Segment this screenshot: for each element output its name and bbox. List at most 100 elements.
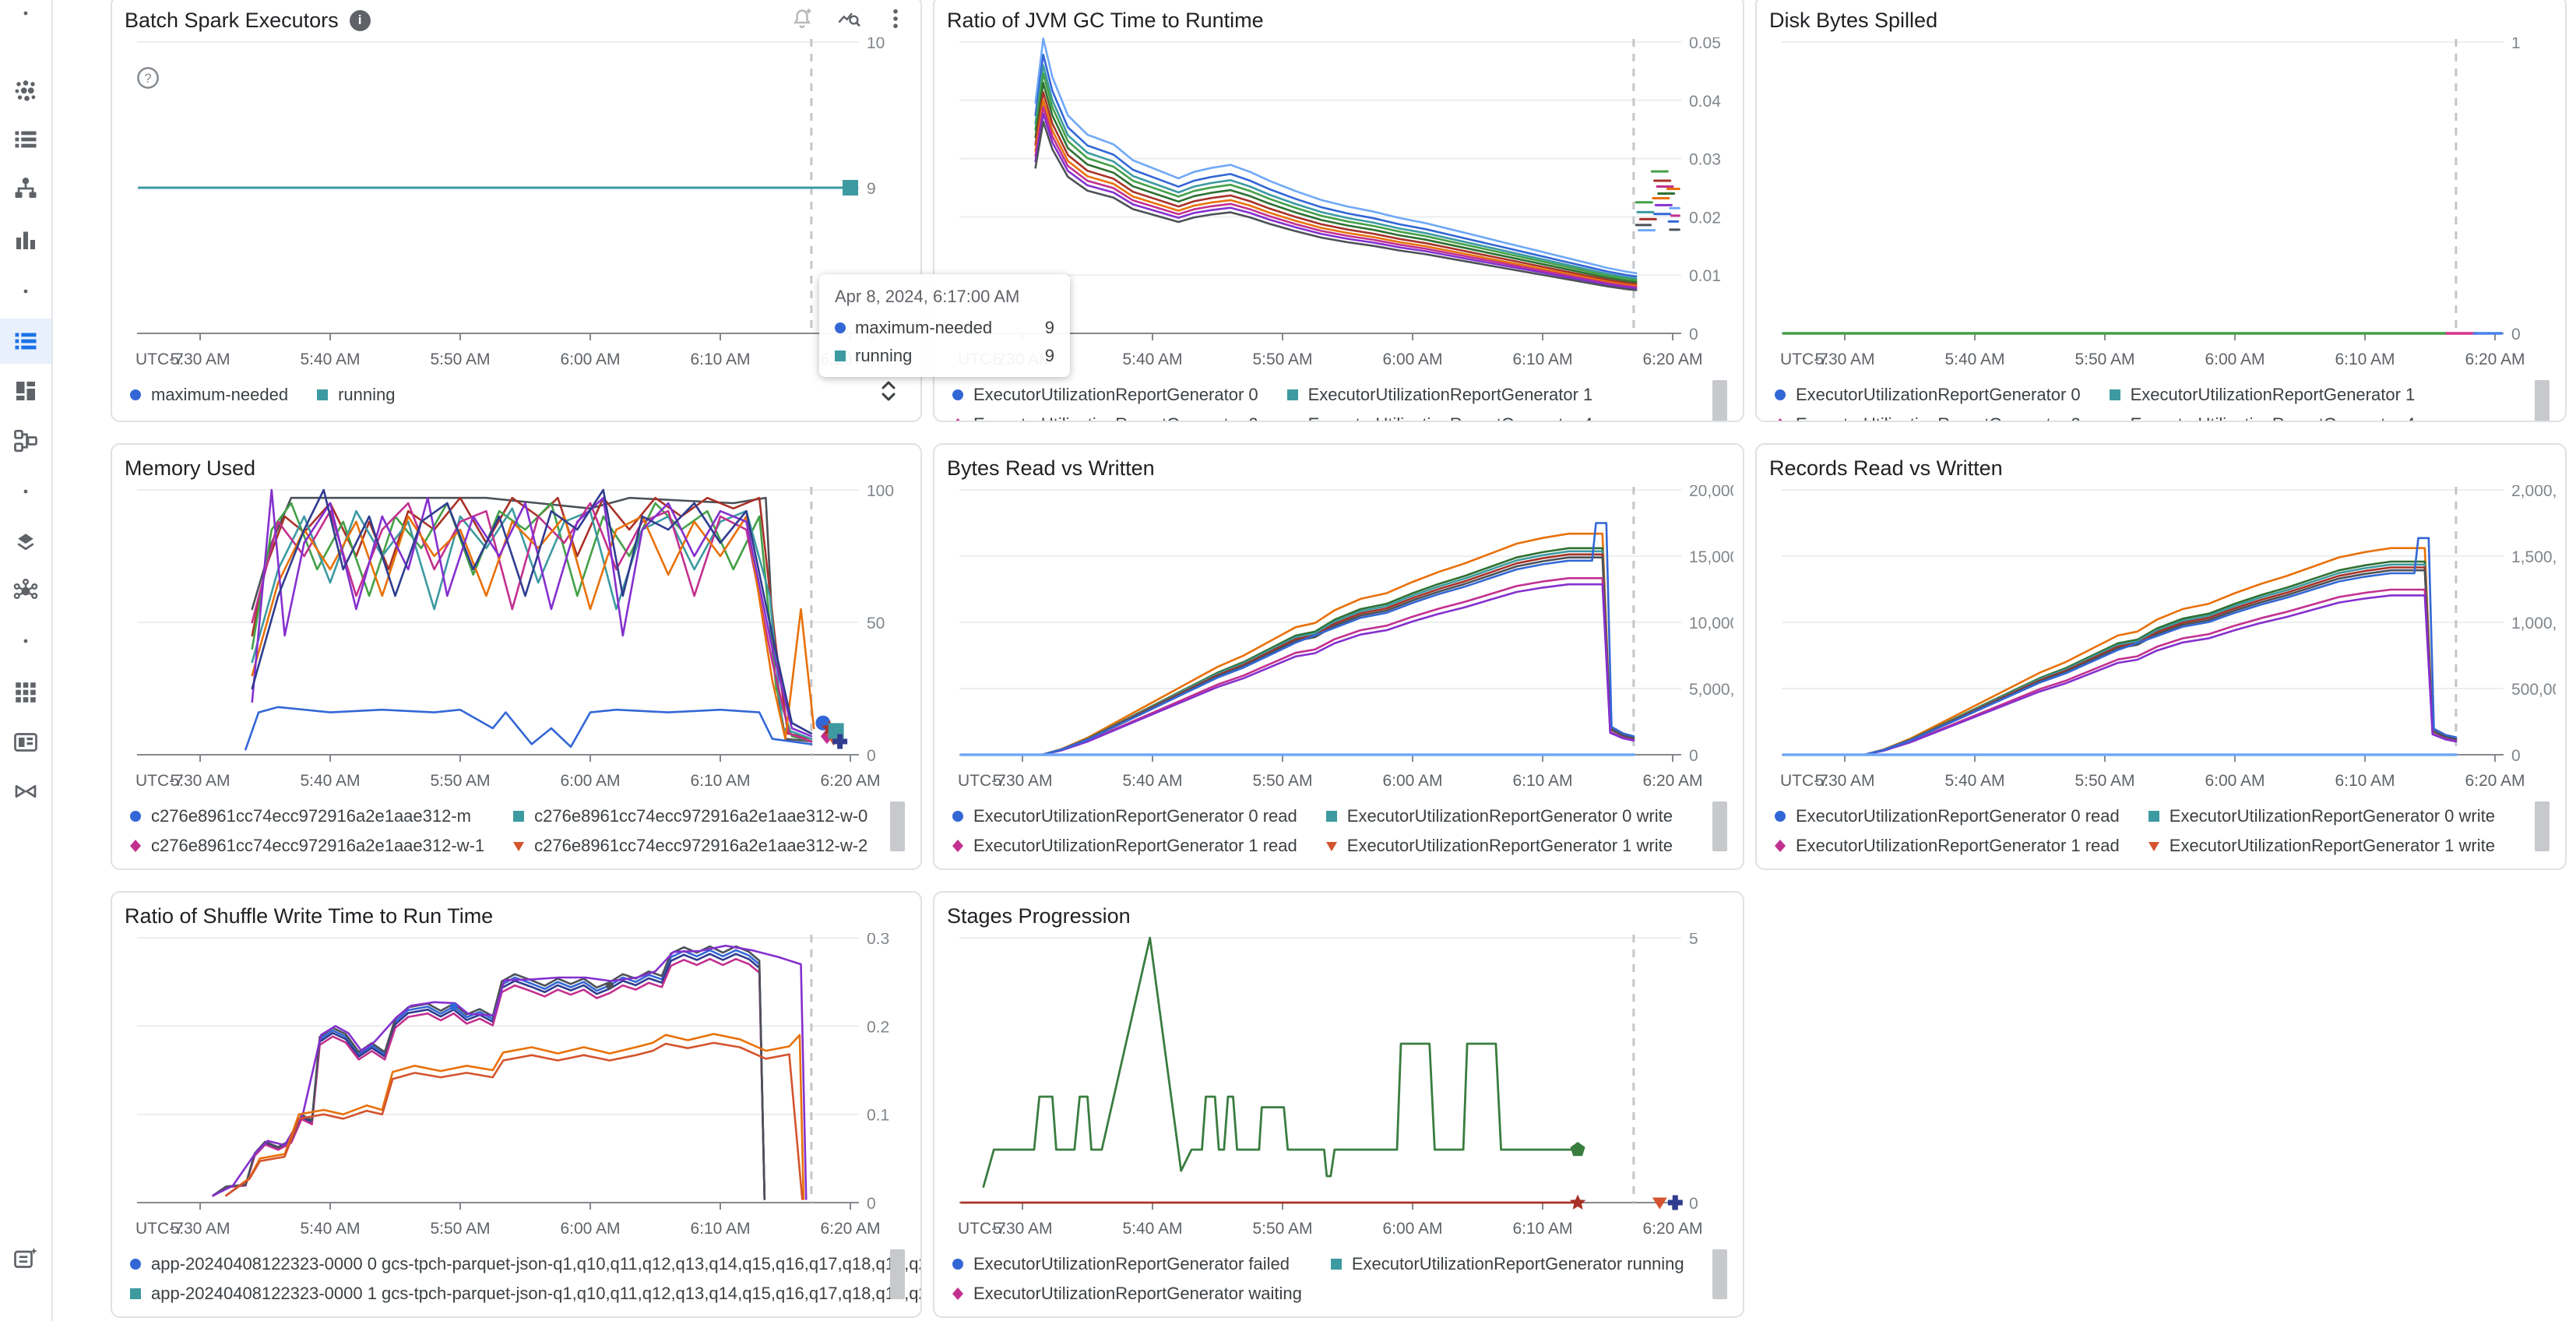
dashboard-blocks-icon [16, 382, 35, 400]
legend-item[interactable]: ExecutorUtilizationReportGenerator 0 wri… [1324, 806, 1673, 826]
tooltip-row: running 9 [835, 346, 1054, 366]
legend-item[interactable]: ExecutorUtilizationReportGenerator 1 [2107, 385, 2416, 405]
legend-item[interactable]: ExecutorUtilizationReportGenerator 0 wri… [2146, 806, 2495, 826]
legend-item[interactable]: c276e8961cc74ecc972916a2e1aae312-w-1 [128, 836, 484, 856]
panel-title: Bytes Read vs Written [947, 456, 1155, 480]
legend-item[interactable]: ExecutorUtilizationReportGenerator 4 [2107, 414, 2416, 421]
timeseries-chart[interactable]: 5 0 5:30 AM 5:40 AM 5:50 AM 6:00 AM 6:10 AM 6:2… [947, 933, 1730, 1251]
legend-circle-icon [1775, 811, 1786, 822]
legend-item[interactable]: ExecutorUtilizationReportGenerator waiti… [950, 1284, 1302, 1304]
cluster-dots-icon [15, 80, 36, 101]
legend-scrollbar[interactable] [890, 1249, 905, 1299]
chart-legend: app-20240408122323-0000 0 gcs-tpch-parqu… [128, 1254, 920, 1304]
sidebar-item-compose-sparkle[interactable] [0, 1236, 51, 1281]
legend-item[interactable]: ExecutorUtilizationReportGenerator 1 [1285, 385, 1592, 405]
legend-item[interactable]: ExecutorUtilizationReportGenerator 0 rea… [1772, 806, 2120, 826]
legend-item[interactable]: ExecutorUtilizationReportGenerator faile… [950, 1254, 1302, 1274]
legend-item[interactable]: running [315, 385, 395, 405]
layers-diamond-icon [17, 534, 34, 551]
timeseries-chart[interactable]: 100 50 0 5:30 AM 5:40 AM 5:50 AM 6:00 AM 6:10 A… [125, 485, 908, 803]
sidebar-item-pipeline[interactable] [0, 418, 51, 463]
svg-text:0.2: 0.2 [867, 1018, 889, 1036]
svg-text:5:50 AM: 5:50 AM [430, 351, 490, 368]
legend-circle-icon [1775, 389, 1786, 400]
svg-text:5,000,000,000: 5,000,000,000 [1689, 681, 1733, 699]
legend-scrollbar[interactable] [2535, 380, 2550, 421]
sidebar-item-list-bullets[interactable] [0, 117, 51, 162]
legend-item[interactable]: ExecutorUtilizationReportGenerator runni… [1328, 1254, 1684, 1274]
sidebar-item-layers-diamond[interactable] [0, 519, 51, 564]
svg-text:0: 0 [2511, 326, 2521, 343]
legend-item[interactable]: ExecutorUtilizationReportGenerator 1 rea… [1772, 836, 2120, 856]
legend-item[interactable]: ExecutorUtilizationReportGenerator 0 [950, 385, 1258, 405]
panel-title: Records Read vs Written [1769, 456, 2003, 480]
svg-text:UTC-7: UTC-7 [1780, 351, 1828, 368]
svg-text:?: ? [144, 71, 151, 86]
legend-item[interactable]: ExecutorUtilizationReportGenerator 0 [1772, 385, 2081, 405]
legend-expand-icon[interactable] [877, 377, 900, 409]
sidebar-item-network-hub[interactable] [0, 569, 51, 614]
legend-item[interactable]: app-20240408122323-0000 0 gcs-tpch-parqu… [128, 1254, 920, 1274]
timeseries-chart[interactable]: 10985:30 AM5:40 AM5:50 AM6:00 AM6:10 AM6… [125, 37, 908, 382]
legend-diamond-icon [952, 840, 963, 852]
legend-item[interactable]: c276e8961cc74ecc972916a2e1aae312-w-0 [511, 806, 867, 826]
sidebar-item-article-card[interactable] [0, 720, 51, 765]
timeseries-chart[interactable]: 0.3 0.2 0.1 0 5:30 AM 5:40 AM 5:50 AM 6:00 AM 6:… [125, 933, 908, 1251]
svg-text:6:10 AM: 6:10 AM [1512, 351, 1572, 368]
legend-label: ExecutorUtilizationReportGenerator 1 wri… [1346, 836, 1673, 855]
legend-label: ExecutorUtilizationReportGenerator faile… [973, 1254, 1290, 1273]
legend-label: ExecutorUtilizationReportGenerator 0 rea… [973, 806, 1297, 826]
legend-scrollbar[interactable] [1712, 380, 1727, 421]
sidebar-item-org-tree[interactable] [0, 166, 51, 211]
svg-text:6:20 AM: 6:20 AM [1642, 351, 1702, 368]
legend-label: ExecutorUtilizationReportGenerator 1 [2130, 385, 2416, 404]
svg-text:5:30 AM: 5:30 AM [170, 772, 230, 790]
more-vert-icon[interactable] [883, 6, 908, 35]
sidebar-item-dot[interactable] [0, 469, 51, 514]
sidebar-item-dot[interactable] [0, 618, 51, 664]
legend-item[interactable]: c276e8961cc74ecc972916a2e1aae312-w-2 [511, 836, 867, 856]
legend-item[interactable]: app-20240408122323-0000 1 gcs-tpch-parqu… [128, 1284, 920, 1304]
legend-item[interactable]: c276e8961cc74ecc972916a2e1aae312-m [128, 806, 484, 826]
sidebar-item-bowtie[interactable] [0, 769, 51, 814]
legend-item[interactable]: ExecutorUtilizationReportGenerator 4 [1285, 414, 1593, 422]
legend-item[interactable]: maximum-needed [128, 385, 288, 405]
chart-legend: ExecutorUtilizationReportGenerator 0 rea… [1772, 806, 2515, 856]
svg-text:6:20 AM: 6:20 AM [1642, 772, 1702, 790]
legend-square-icon [2148, 811, 2159, 822]
legend-item[interactable]: ExecutorUtilizationReportGenerator 0 rea… [950, 806, 1297, 826]
legend-item[interactable]: ExecutorUtilizationReportGenerator 1 wri… [1324, 836, 1673, 856]
legend-scrollbar[interactable] [890, 801, 905, 851]
legend-item[interactable]: ExecutorUtilizationReportGenerator 1 rea… [950, 836, 1297, 856]
legend-item[interactable]: ExecutorUtilizationReportGenerator 1 wri… [2146, 836, 2495, 856]
legend-label: ExecutorUtilizationReportGenerator waiti… [973, 1284, 1302, 1303]
list-bullets-icon [15, 333, 37, 350]
legend-scrollbar[interactable] [1712, 1249, 1727, 1299]
legend-diamond-icon [952, 1288, 963, 1300]
info-icon[interactable]: i [349, 9, 371, 31]
timeseries-chart[interactable]: 20,000,000,000 15,000,000,000 10,000,000,0… [947, 485, 1733, 803]
sidebar-item-list-bullets[interactable] [0, 319, 51, 364]
legend-square-icon [2109, 389, 2120, 400]
sidebar-item-dot[interactable] [0, 269, 51, 314]
sidebar-item-cluster-dots[interactable] [0, 69, 51, 114]
help-icon[interactable]: ? [135, 65, 160, 94]
sidebar-item-grid-apps[interactable] [0, 670, 51, 715]
svg-text:0: 0 [2511, 747, 2521, 765]
timeseries-chart[interactable]: 1 0 5:30 AM 5:40 AM 5:50 AM 6:00 AM 6:10 AM 6:2… [1769, 37, 2553, 382]
legend-scrollbar[interactable] [2535, 801, 2550, 851]
sidebar-item-dot[interactable] [0, 0, 51, 36]
legend-scrollbar[interactable] [1712, 801, 1727, 851]
legend-item[interactable]: ExecutorUtilizationReportGenerator 2 [950, 414, 1258, 421]
legend-triangle-icon [1285, 417, 1300, 422]
series-marker-circle-icon [835, 322, 846, 333]
alert-bell-plus-icon[interactable] [790, 6, 815, 35]
svg-text:6:20 AM: 6:20 AM [2465, 351, 2525, 368]
timeseries-chart[interactable]: 2,000,000,000 1,500,000,000 1,000,000,000 5… [1769, 485, 2556, 803]
panel-title: Ratio of Shuffle Write Time to Run Time [125, 904, 494, 928]
legend-item[interactable]: ExecutorUtilizationReportGenerator 2 [1772, 414, 2081, 421]
legend-circle-icon [130, 811, 141, 822]
sidebar-item-bar-chart[interactable] [0, 217, 51, 262]
explore-chart-icon[interactable] [836, 6, 861, 35]
sidebar-item-dashboard-blocks[interactable] [0, 368, 51, 414]
